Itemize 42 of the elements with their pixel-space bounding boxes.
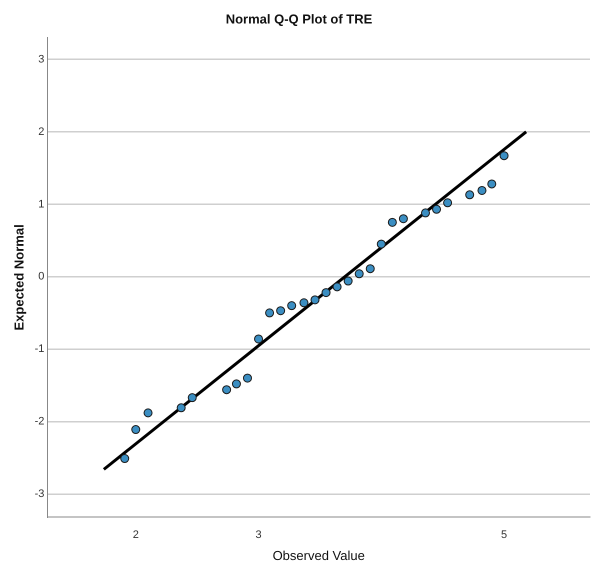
y-tick-label: -3 [34, 488, 44, 500]
point [344, 276, 353, 286]
point [144, 408, 153, 418]
point [477, 186, 486, 195]
y-tick-label: 2 [38, 126, 44, 138]
x-tick-label: 2 [132, 528, 139, 541]
y-tick-label: 3 [38, 53, 44, 66]
x-tick-label: 3 [255, 528, 262, 541]
y-tick-label: 1 [38, 198, 44, 210]
point [176, 403, 186, 412]
point [299, 298, 308, 308]
point [120, 454, 130, 464]
point [500, 151, 509, 160]
point [332, 282, 342, 292]
point [354, 269, 364, 278]
point [443, 198, 452, 208]
point [388, 218, 397, 227]
point [254, 334, 264, 344]
point [310, 295, 320, 304]
point [276, 306, 286, 316]
point [131, 425, 140, 434]
point [398, 214, 408, 224]
point [420, 208, 430, 218]
point [265, 308, 274, 318]
y-tick-label: -2 [34, 416, 44, 428]
x-axis-title: Observed Value [272, 548, 365, 563]
y-tick-label: -1 [34, 343, 44, 356]
point [188, 393, 197, 402]
point [376, 240, 386, 249]
y-tick-label: 0 [38, 270, 44, 283]
point [287, 301, 296, 310]
chart-title: Normal Q-Q Plot of TRE [226, 11, 373, 26]
point [432, 204, 442, 214]
point [322, 288, 331, 298]
point [242, 374, 252, 383]
point [487, 179, 496, 188]
point [222, 385, 232, 394]
point [232, 379, 241, 388]
y-axis-title: Expected Normal [11, 224, 26, 330]
x-tick-label: 5 [501, 528, 508, 541]
point [465, 190, 474, 200]
point [366, 264, 375, 274]
